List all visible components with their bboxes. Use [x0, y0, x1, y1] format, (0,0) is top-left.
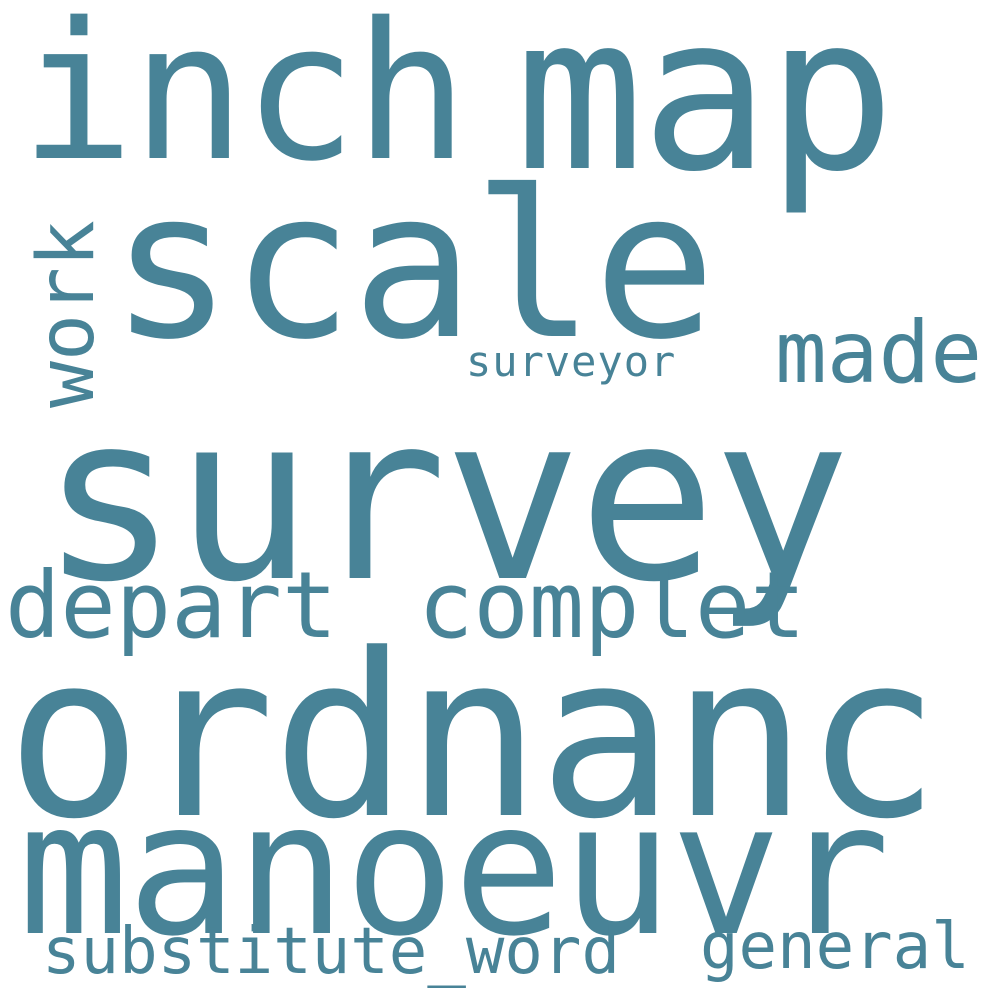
word-complet: complet [418, 552, 806, 659]
word-surveyor: surveyor [466, 337, 677, 386]
word-ordnanc: ordnanc [6, 606, 940, 869]
word-work: work [22, 220, 112, 408]
word-substitute-word: substitute_word [42, 915, 620, 989]
word-depart: depart [5, 552, 338, 659]
word-scale: scale [110, 148, 716, 385]
word-survey: survey [40, 366, 851, 633]
word-general: general [700, 910, 970, 984]
word-made: made [775, 303, 983, 403]
word-manoeuvr: manoeuvr [18, 763, 890, 977]
word-map: map [515, 0, 896, 219]
word-inch: inch [20, 0, 469, 203]
